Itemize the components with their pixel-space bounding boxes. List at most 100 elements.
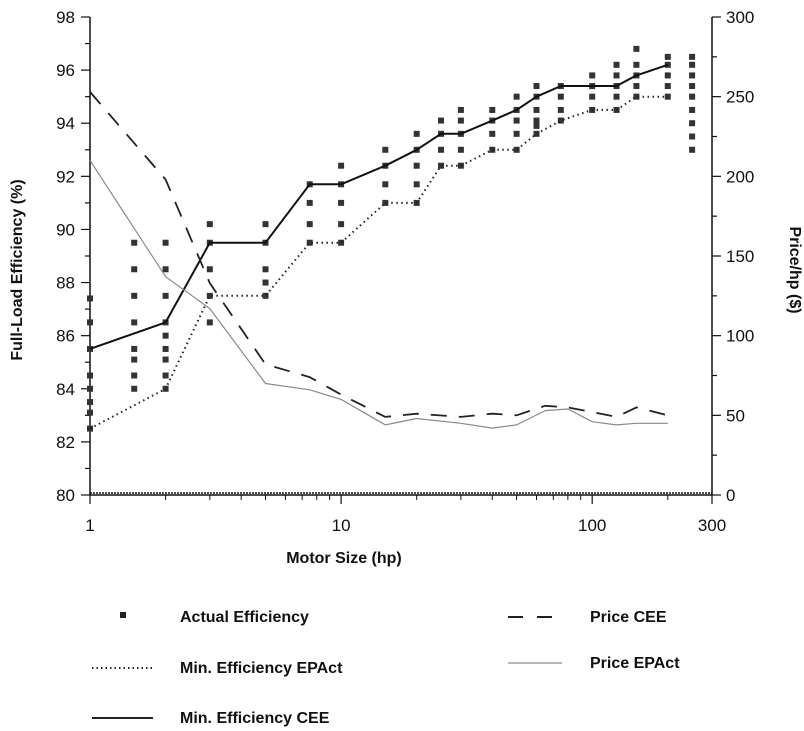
y2-tick-label: 100	[726, 327, 754, 346]
y-tick-label: 84	[56, 380, 75, 399]
data-point	[513, 93, 520, 100]
data-point	[689, 133, 696, 140]
data-point	[589, 72, 596, 79]
y2-tick-label: 300	[726, 8, 754, 27]
data-point	[87, 425, 93, 432]
data-point	[87, 372, 93, 379]
data-point	[87, 345, 93, 352]
series-line-price-cee	[89, 91, 669, 418]
data-point	[513, 146, 520, 153]
data-point	[589, 93, 596, 100]
data-point	[413, 162, 420, 169]
data-point	[533, 106, 540, 113]
data-point	[382, 181, 389, 188]
data-point	[613, 106, 620, 113]
y-tick-label: 96	[56, 61, 75, 80]
data-point	[613, 61, 620, 68]
legend-item-actual-efficiency: Actual Efficiency	[120, 609, 309, 626]
legend-label-price-cee: Price CEE	[590, 609, 667, 626]
data-point	[131, 292, 138, 299]
data-point	[131, 372, 138, 379]
x-tick-label: 100	[578, 516, 606, 535]
x-axis: 1 10 100 300	[85, 495, 726, 535]
x-tick-label: 300	[698, 516, 726, 535]
y-tick-label: 92	[56, 167, 75, 186]
data-point	[557, 117, 564, 124]
legend-label-min-efficiency-epact: Min. Efficiency EPAct	[180, 660, 343, 677]
data-point	[689, 53, 696, 60]
data-point	[162, 372, 169, 379]
series-line-price-epact	[89, 160, 668, 429]
data-point	[162, 332, 169, 339]
data-point	[413, 181, 420, 188]
data-point	[162, 356, 169, 363]
data-point	[513, 130, 520, 137]
data-point	[613, 93, 620, 100]
data-point	[664, 72, 671, 79]
data-point	[87, 295, 93, 302]
data-point	[689, 93, 696, 100]
y-tick-label: 82	[56, 433, 75, 452]
data-point	[438, 162, 445, 169]
data-point	[131, 385, 138, 392]
data-point	[438, 146, 445, 153]
data-point	[338, 162, 345, 169]
data-point	[382, 199, 389, 206]
data-point	[131, 266, 138, 273]
data-point	[206, 221, 213, 228]
data-point	[457, 106, 464, 113]
data-point	[87, 319, 93, 326]
legend-label-price-epact: Price EPAct	[590, 655, 680, 672]
data-point	[306, 199, 313, 206]
y-axis-left: 80 82 84 86 88 90 92 94 96 98	[56, 8, 90, 505]
y2-axis-title: Price/hp ($)	[786, 226, 803, 313]
series-layer	[87, 45, 696, 432]
series-actual-efficiency	[87, 45, 696, 432]
data-point	[557, 106, 564, 113]
y2-tick-label: 50	[726, 406, 745, 425]
legend-item-price-cee: Price CEE	[508, 609, 667, 626]
data-point	[513, 117, 520, 124]
data-point	[489, 106, 496, 113]
legend-label-min-efficiency-cee: Min. Efficiency CEE	[180, 710, 330, 727]
y2-tick-label: 0	[726, 486, 735, 505]
data-point	[87, 385, 93, 392]
y-tick-label: 90	[56, 220, 75, 239]
data-point	[557, 93, 564, 100]
legend-item-min-efficiency-cee: Min. Efficiency CEE	[92, 710, 330, 727]
data-point	[262, 221, 269, 228]
data-point	[613, 72, 620, 79]
x-axis-title: Motor Size (hp)	[286, 550, 402, 567]
data-point	[689, 83, 696, 90]
data-point	[664, 83, 671, 90]
data-point	[262, 292, 269, 299]
legend-item-min-efficiency-epact: Min. Efficiency EPAct	[92, 660, 343, 677]
x-tick-label: 10	[332, 516, 351, 535]
series-min-efficiency-cee	[89, 63, 669, 350]
series-price-epact	[89, 160, 668, 429]
data-point	[162, 266, 169, 273]
series-line-min-efficiency-cee	[89, 63, 669, 350]
y-axis-right: 0 50 100 150 200 250 300	[712, 8, 754, 505]
data-point	[457, 162, 464, 169]
y2-tick-label: 250	[726, 88, 754, 107]
data-point	[633, 61, 640, 68]
data-point	[87, 399, 93, 406]
y-tick-label: 98	[56, 8, 75, 27]
data-point	[131, 345, 138, 352]
y2-tick-label: 200	[726, 167, 754, 186]
data-point	[206, 266, 213, 273]
y-tick-label: 80	[56, 486, 75, 505]
data-point	[533, 117, 540, 124]
y-axis-title: Full-Load Efficiency (%)	[9, 179, 26, 360]
data-point	[306, 239, 313, 246]
data-point	[262, 279, 269, 286]
data-point	[533, 130, 540, 137]
data-point	[206, 319, 213, 326]
data-point	[633, 83, 640, 90]
data-point	[633, 93, 640, 100]
data-point	[457, 146, 464, 153]
data-point	[689, 120, 696, 127]
data-point	[162, 239, 169, 246]
